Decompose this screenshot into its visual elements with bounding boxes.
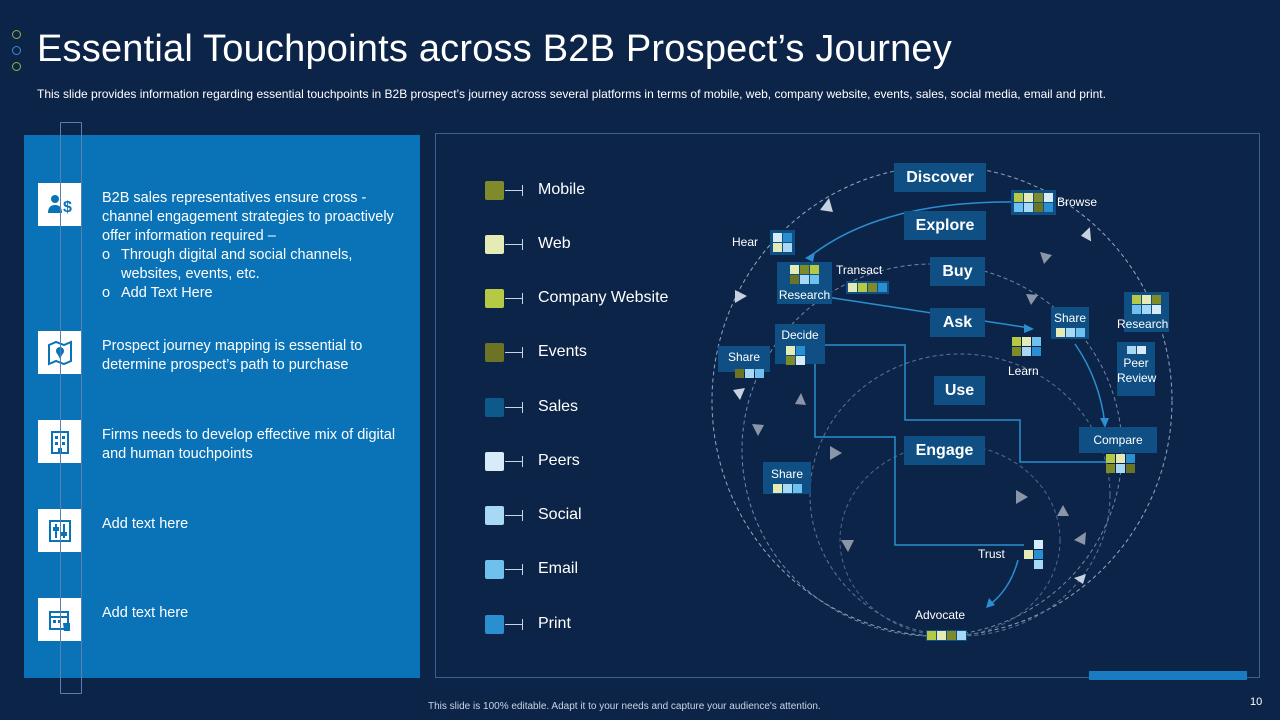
legend-item-web: Web: [485, 235, 685, 259]
legend-swatch: [485, 343, 504, 362]
touchpoint-share-mid-tile: Share: [763, 462, 811, 494]
footer-note: This slide is 100% editable. Adapt it to…: [428, 701, 821, 712]
building-icon: [38, 420, 81, 463]
touchpoint-share-top-icons: [1056, 328, 1085, 337]
touchpoint-hear: Hear: [732, 235, 759, 249]
legend-label: Company Website: [538, 289, 669, 306]
touchpoint-peer-review-tile: Peer Review: [1117, 342, 1157, 396]
stage-ask: Ask: [930, 308, 985, 337]
legend-tick: [505, 456, 523, 467]
map-pin-icon: [38, 331, 81, 374]
legend-swatch: [485, 560, 504, 579]
legend-swatch: [485, 289, 504, 308]
info-bullet-2: Add Text Here: [102, 284, 402, 303]
legend-label: Email: [538, 560, 579, 577]
touchpoint-learn-icons: [1012, 337, 1041, 356]
stage-use: Use: [934, 376, 985, 405]
touchpoint-compare: Compare: [1079, 427, 1157, 453]
touchpoint-share-mid-icons: [773, 484, 802, 493]
touchpoint-peer-review: Peer Review: [1117, 356, 1157, 385]
legend-item-events: Events: [485, 343, 685, 367]
legend-label: Print: [538, 615, 571, 632]
stage-discover: Discover: [894, 163, 986, 192]
calendar-hand-icon: [38, 598, 81, 641]
touchpoint-browse-icons: [1011, 190, 1056, 215]
info-text-3: Firms needs to develop effective mix of …: [102, 427, 396, 462]
legend-swatch: [485, 506, 504, 525]
touchpoint-advocate-icons: [926, 630, 967, 641]
legend-tick: [505, 564, 523, 575]
legend-swatch: [485, 615, 504, 634]
stage-buy: Buy: [930, 257, 985, 286]
legend-tick: [505, 510, 523, 521]
touchpoint-share-left-tile: Share: [718, 346, 770, 372]
touchpoint-trust: Trust: [978, 547, 1005, 561]
decorative-bar: [1089, 671, 1247, 680]
touchpoint-share-left: Share: [727, 350, 761, 364]
stage-explore: Explore: [904, 211, 986, 240]
touchpoint-decide: Decide: [781, 328, 819, 342]
decorative-dots: [12, 30, 24, 78]
touchpoint-browse: Browse: [1057, 195, 1098, 209]
legend-label: Peers: [538, 452, 580, 469]
legend-swatch: [485, 398, 504, 417]
legend-item-print: Print: [485, 615, 685, 639]
touchpoint-advocate: Advocate: [915, 608, 966, 622]
touchpoint-transact-icons: [846, 281, 889, 294]
legend-swatch: [485, 181, 504, 200]
legend-item-company-website: Company Website: [485, 289, 685, 313]
info-text-2: Prospect journey mapping is essential to…: [102, 338, 363, 373]
legend-tick: [505, 239, 523, 250]
info-text-4: Add text here: [102, 516, 189, 532]
stage-engage: Engage: [904, 436, 985, 465]
legend-tick: [505, 619, 523, 630]
legend-item-sales: Sales: [485, 398, 685, 422]
touchpoint-compare-icons: [1106, 454, 1135, 473]
svg-text:$: $: [63, 199, 72, 216]
touchpoint-research-left: Research: [778, 288, 831, 302]
legend-swatch: [485, 235, 504, 254]
touchpoint-share-mid: Share: [770, 467, 804, 481]
info-text-1-main: B2B sales representatives ensure cross -…: [102, 190, 394, 244]
legend-tick: [505, 402, 523, 413]
decorative-frame-line: [60, 122, 82, 694]
legend-label: Web: [538, 235, 571, 252]
legend-item-social: Social: [485, 506, 685, 530]
info-bullet-1: Through digital and social channels, web…: [102, 246, 402, 284]
touchpoint-transact: Transact: [836, 263, 883, 277]
slide-title: Essential Touchpoints across B2B Prospec…: [37, 28, 952, 70]
touchpoint-research-right-tile: [1124, 292, 1169, 332]
legend-label: Mobile: [538, 181, 586, 198]
legend-label: Social: [538, 506, 582, 523]
legend-label: Sales: [538, 398, 579, 415]
legend-item-peers: Peers: [485, 452, 685, 476]
info-text-1: B2B sales representatives ensure cross -…: [102, 189, 402, 303]
legend-item-mobile: Mobile: [485, 181, 685, 205]
touchpoint-decide-icons: [786, 346, 805, 365]
touchpoint-research-left-tile: Research: [777, 262, 832, 304]
page-number: 10: [1250, 696, 1263, 708]
journey-panel: [435, 133, 1260, 678]
slide-subtitle: This slide provides information regardin…: [37, 87, 1106, 101]
touchpoint-hear-icons: [770, 230, 795, 255]
legend-label: Events: [538, 343, 587, 360]
legend-tick: [505, 185, 523, 196]
touchpoint-trust-icons: [1024, 540, 1043, 569]
legend-item-email: Email: [485, 560, 685, 584]
info-text-5: Add text here: [102, 605, 189, 621]
touchpoint-learn: Learn: [1008, 364, 1039, 378]
legend-tick: [505, 347, 523, 358]
touchpoint-research-right: Research: [1117, 317, 1169, 331]
legend-tick: [505, 293, 523, 304]
sliders-icon: [38, 509, 81, 552]
touchpoint-share-left-icons: [735, 369, 764, 378]
left-info-panel: $ B2B sales representatives ensure cross…: [24, 135, 420, 678]
touchpoint-share-top: Share: [1053, 311, 1087, 325]
legend-swatch: [485, 452, 504, 471]
person-dollar-icon: $: [38, 183, 81, 226]
